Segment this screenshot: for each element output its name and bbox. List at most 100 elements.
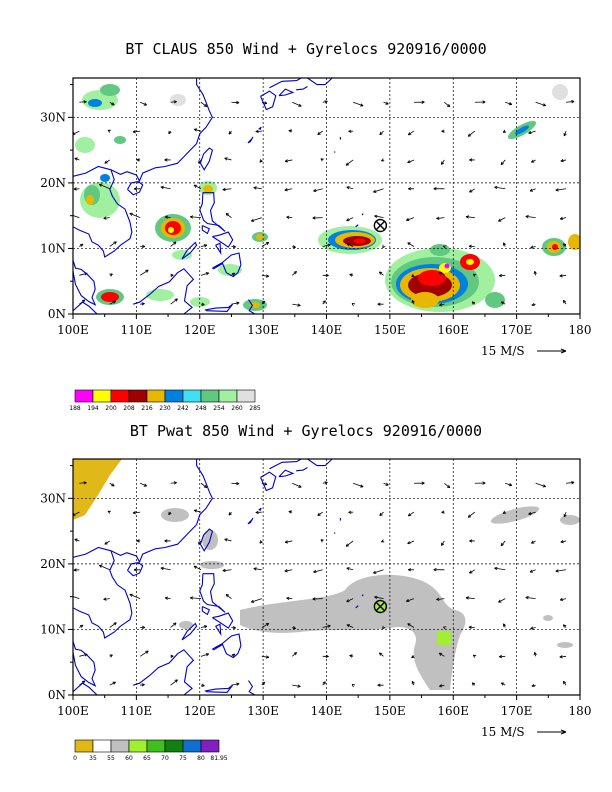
coastline-segment [212,633,242,659]
wind-arrow [200,101,208,107]
wind-arrow-head [261,681,266,686]
wind-arrow [139,269,149,276]
wind-arrow-head [73,187,77,191]
wind-arrow-head [571,481,575,485]
wind-vectors [73,100,575,307]
colorbar-label: 285 [249,405,261,412]
wind-arrow-head [284,569,288,573]
wind-arrow-head [263,482,268,486]
wind-arrow-head [469,539,473,543]
x-tick-label: 110E [121,323,153,337]
wind-arrow-head [231,272,236,276]
wind-arrow [139,650,149,657]
wind-arrow-head [407,132,412,136]
wind-arrow-head [471,682,476,686]
wind-arrow [408,511,415,517]
wind-arrow-head [346,218,350,222]
wind-arrow-head [472,273,477,277]
coastline-segment [127,181,144,196]
wind-arrow-head [136,539,140,543]
wind-arrow [261,623,270,628]
wind-arrow [284,569,293,572]
coastline-segment [73,607,97,688]
wind-arrow-head [253,186,257,190]
pwat-shading [73,459,580,690]
wind-arrow [109,681,116,686]
wind-arrow-head [193,184,198,188]
wind-arrow-head [81,680,86,684]
colorbar-label: 188 [69,405,81,412]
wind-arrow-head [320,539,324,543]
wind-arrow [505,482,512,486]
wind-arrow-head [351,302,356,307]
wind-arrow-head [142,625,146,630]
wind-arrow-head [136,158,140,162]
coastline-segment [73,78,214,183]
lat-lon-grid [73,78,580,314]
wind-arrow-head [298,484,302,488]
x-tick-label: 160E [437,323,469,337]
wind-arrow [436,217,445,219]
wind-arrow [170,101,177,103]
wind-arrow-head [203,244,208,248]
wind-arrow-head [109,273,113,277]
colorbar-swatch [128,739,148,753]
wind-arrow-head [411,680,415,685]
x-tick-label: 170E [501,704,533,718]
x-tick-label: 110E [121,704,153,718]
wind-arrow [406,217,415,221]
wind-arrow-head [346,624,350,628]
wind-arrow-head [286,215,290,219]
coastline-segment [199,573,226,613]
wind-arrow-head [236,301,240,305]
wind-arrow-head [111,102,115,106]
coastline-segment [248,680,256,695]
wind-arrow [253,187,262,190]
wind-arrow-head [555,569,559,573]
precipitable-water-colorbar: 0 35 55 60 65 70 75 80 81.95 [73,739,228,762]
wind-arrow-head [555,188,559,192]
wind-arrow-head [228,131,232,135]
panel-2-title: BT Pwat 850 Wind + Gyrelocs 920916/0000 [129,422,483,440]
coastline-segment [278,88,295,97]
wind-arrow-head [164,539,168,543]
marker-circle [373,599,388,614]
wind-arrow-head [284,159,289,163]
wind-arrow-head [351,683,356,688]
wind-arrow-head [164,215,169,219]
coastline-segment [127,562,144,577]
axis-ticks: 100E 110E 120E 130E 140E 150E 160E 170E 180 0N 10N… [40,465,591,718]
wind-arrow-head [407,623,411,627]
wind-arrow-head [201,683,205,687]
wind-arrow-head [231,653,236,657]
wind-arrow [525,216,536,219]
wind-arrow-head [286,596,290,600]
wind-arrow-head [531,683,535,688]
wind-arrow-head [531,540,535,544]
wind-arrow [231,683,240,686]
wind-arrow-head [559,597,564,602]
wind-arrow [200,482,208,488]
coastline-segment [73,169,133,258]
colorbar-label: 81.95 [210,755,227,762]
wind-arrow [525,597,536,600]
wind-arrow-head [113,622,117,626]
wind-arrow [438,271,445,276]
wind-arrow-head [379,131,383,136]
wind-arrow-head [500,301,505,305]
wind-arrow-head [293,270,297,275]
wind-arrow-head [533,652,537,656]
x-tick-label: 150E [374,704,406,718]
wind-arrow [566,101,575,103]
x-tick-label: 170E [501,323,533,337]
reference-vector-label: 15 M/S [481,344,525,358]
wind-arrow-head [203,484,208,489]
wind-arrow [292,101,302,107]
wind-arrow-head [141,302,145,306]
wind-arrow [170,482,177,484]
wind-arrow-head [112,681,116,685]
wind-arrow-head [81,299,86,303]
wind-arrow-head [482,481,486,485]
wind-arrow-head [500,542,504,547]
wind-arrow-head [498,599,502,603]
